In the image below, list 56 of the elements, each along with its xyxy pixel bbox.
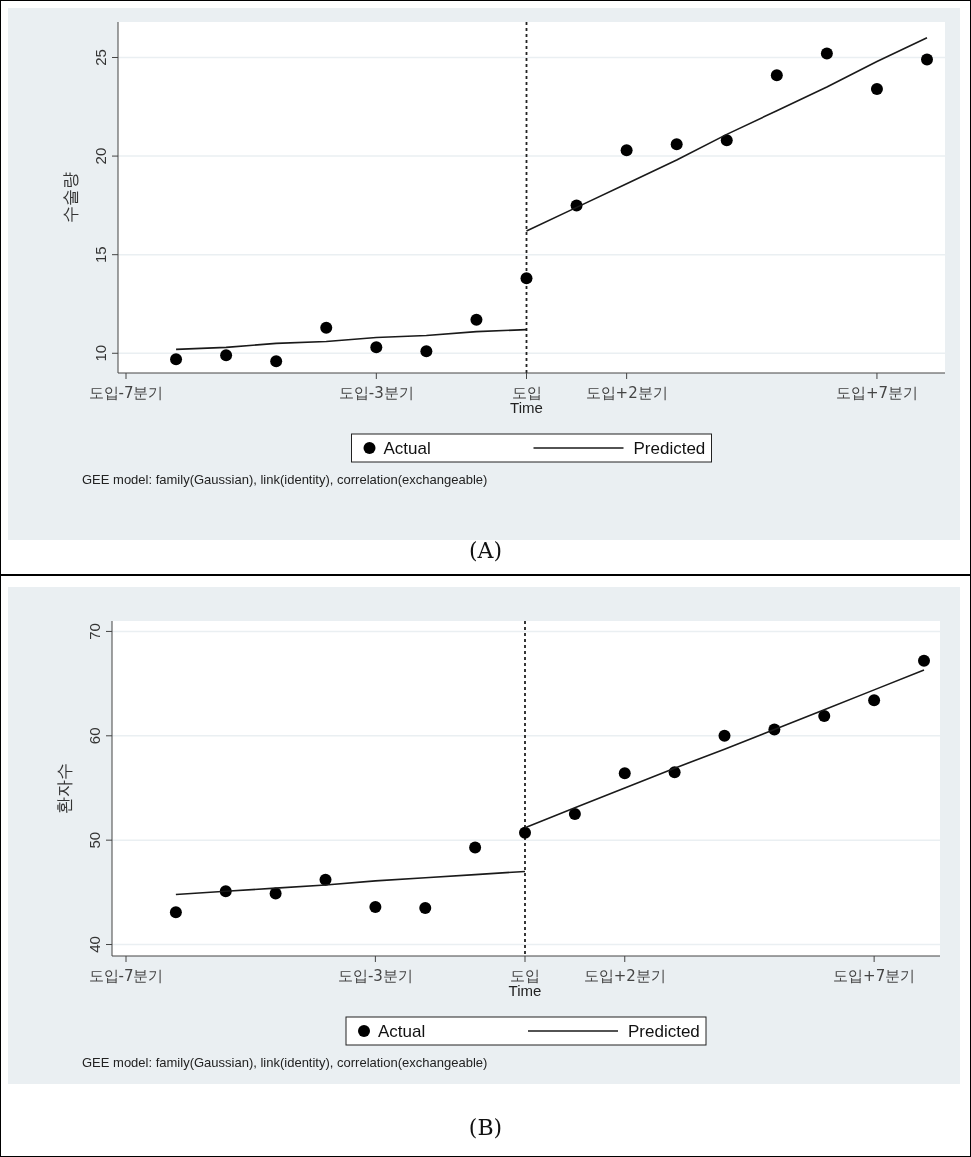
y-tick-label: 25	[92, 49, 109, 66]
point	[320, 321, 333, 334]
y-axis-title: 환자수	[54, 763, 74, 814]
point	[170, 353, 183, 366]
text: Predicted	[633, 439, 706, 458]
point	[469, 841, 482, 854]
point	[420, 345, 433, 358]
x-tick-label: 도입+7분기	[835, 384, 918, 402]
point	[720, 134, 733, 147]
text: GEE model: family(Gaussian), link(identity), correlation(exchangeable)	[82, 1055, 488, 1070]
y-axis-title: 수술량	[60, 172, 80, 223]
y-tick-label: 50	[86, 831, 103, 849]
point	[918, 654, 930, 667]
x-tick-label: 도입-3분기	[337, 967, 413, 985]
point	[270, 355, 283, 368]
text: Predicted	[628, 1022, 700, 1041]
x-tick-label: 도입+2분기	[585, 384, 668, 402]
text: (B)	[468, 1115, 503, 1140]
point	[818, 709, 831, 722]
point	[519, 826, 531, 839]
text: GEE model: family(Gaussian), link(identity), correlation(exchangeable)	[82, 472, 488, 487]
x-tick-label: 도입-3분기	[338, 384, 414, 402]
point	[770, 69, 783, 82]
y-tick-label: 20	[92, 147, 109, 165]
legend-label: Actual	[378, 1022, 426, 1041]
point	[369, 900, 382, 913]
point	[370, 341, 383, 354]
point	[568, 808, 581, 821]
point	[169, 906, 182, 919]
point	[618, 767, 631, 780]
point	[670, 138, 683, 151]
x-tick-label: 도입-7분기	[88, 967, 164, 985]
y-tick-label: 60	[86, 727, 103, 745]
text: (A)	[468, 538, 503, 563]
x-axis-title: Time	[508, 982, 542, 999]
y-tick-label: 70	[86, 623, 103, 640]
x-tick-label: 도입-7분기	[88, 384, 164, 402]
point	[620, 144, 633, 157]
point	[419, 901, 432, 914]
point	[868, 694, 881, 707]
x-axis-title: Time	[510, 399, 543, 416]
y-tick-label: 10	[92, 344, 109, 362]
point	[870, 83, 883, 96]
point	[921, 53, 933, 66]
point	[820, 47, 833, 60]
x-tick-label: 도입+2분기	[583, 967, 666, 985]
x-tick-label: 도입	[510, 967, 540, 985]
point	[470, 313, 483, 326]
y-tick-label: 15	[92, 246, 109, 264]
x-tick-label: 도입	[511, 384, 542, 402]
point	[718, 729, 731, 742]
point	[520, 272, 533, 285]
x-tick-label: 도입+7분기	[833, 967, 916, 985]
point	[220, 349, 233, 362]
legend-label: Actual	[383, 439, 431, 458]
y-tick-label: 40	[86, 936, 103, 953]
